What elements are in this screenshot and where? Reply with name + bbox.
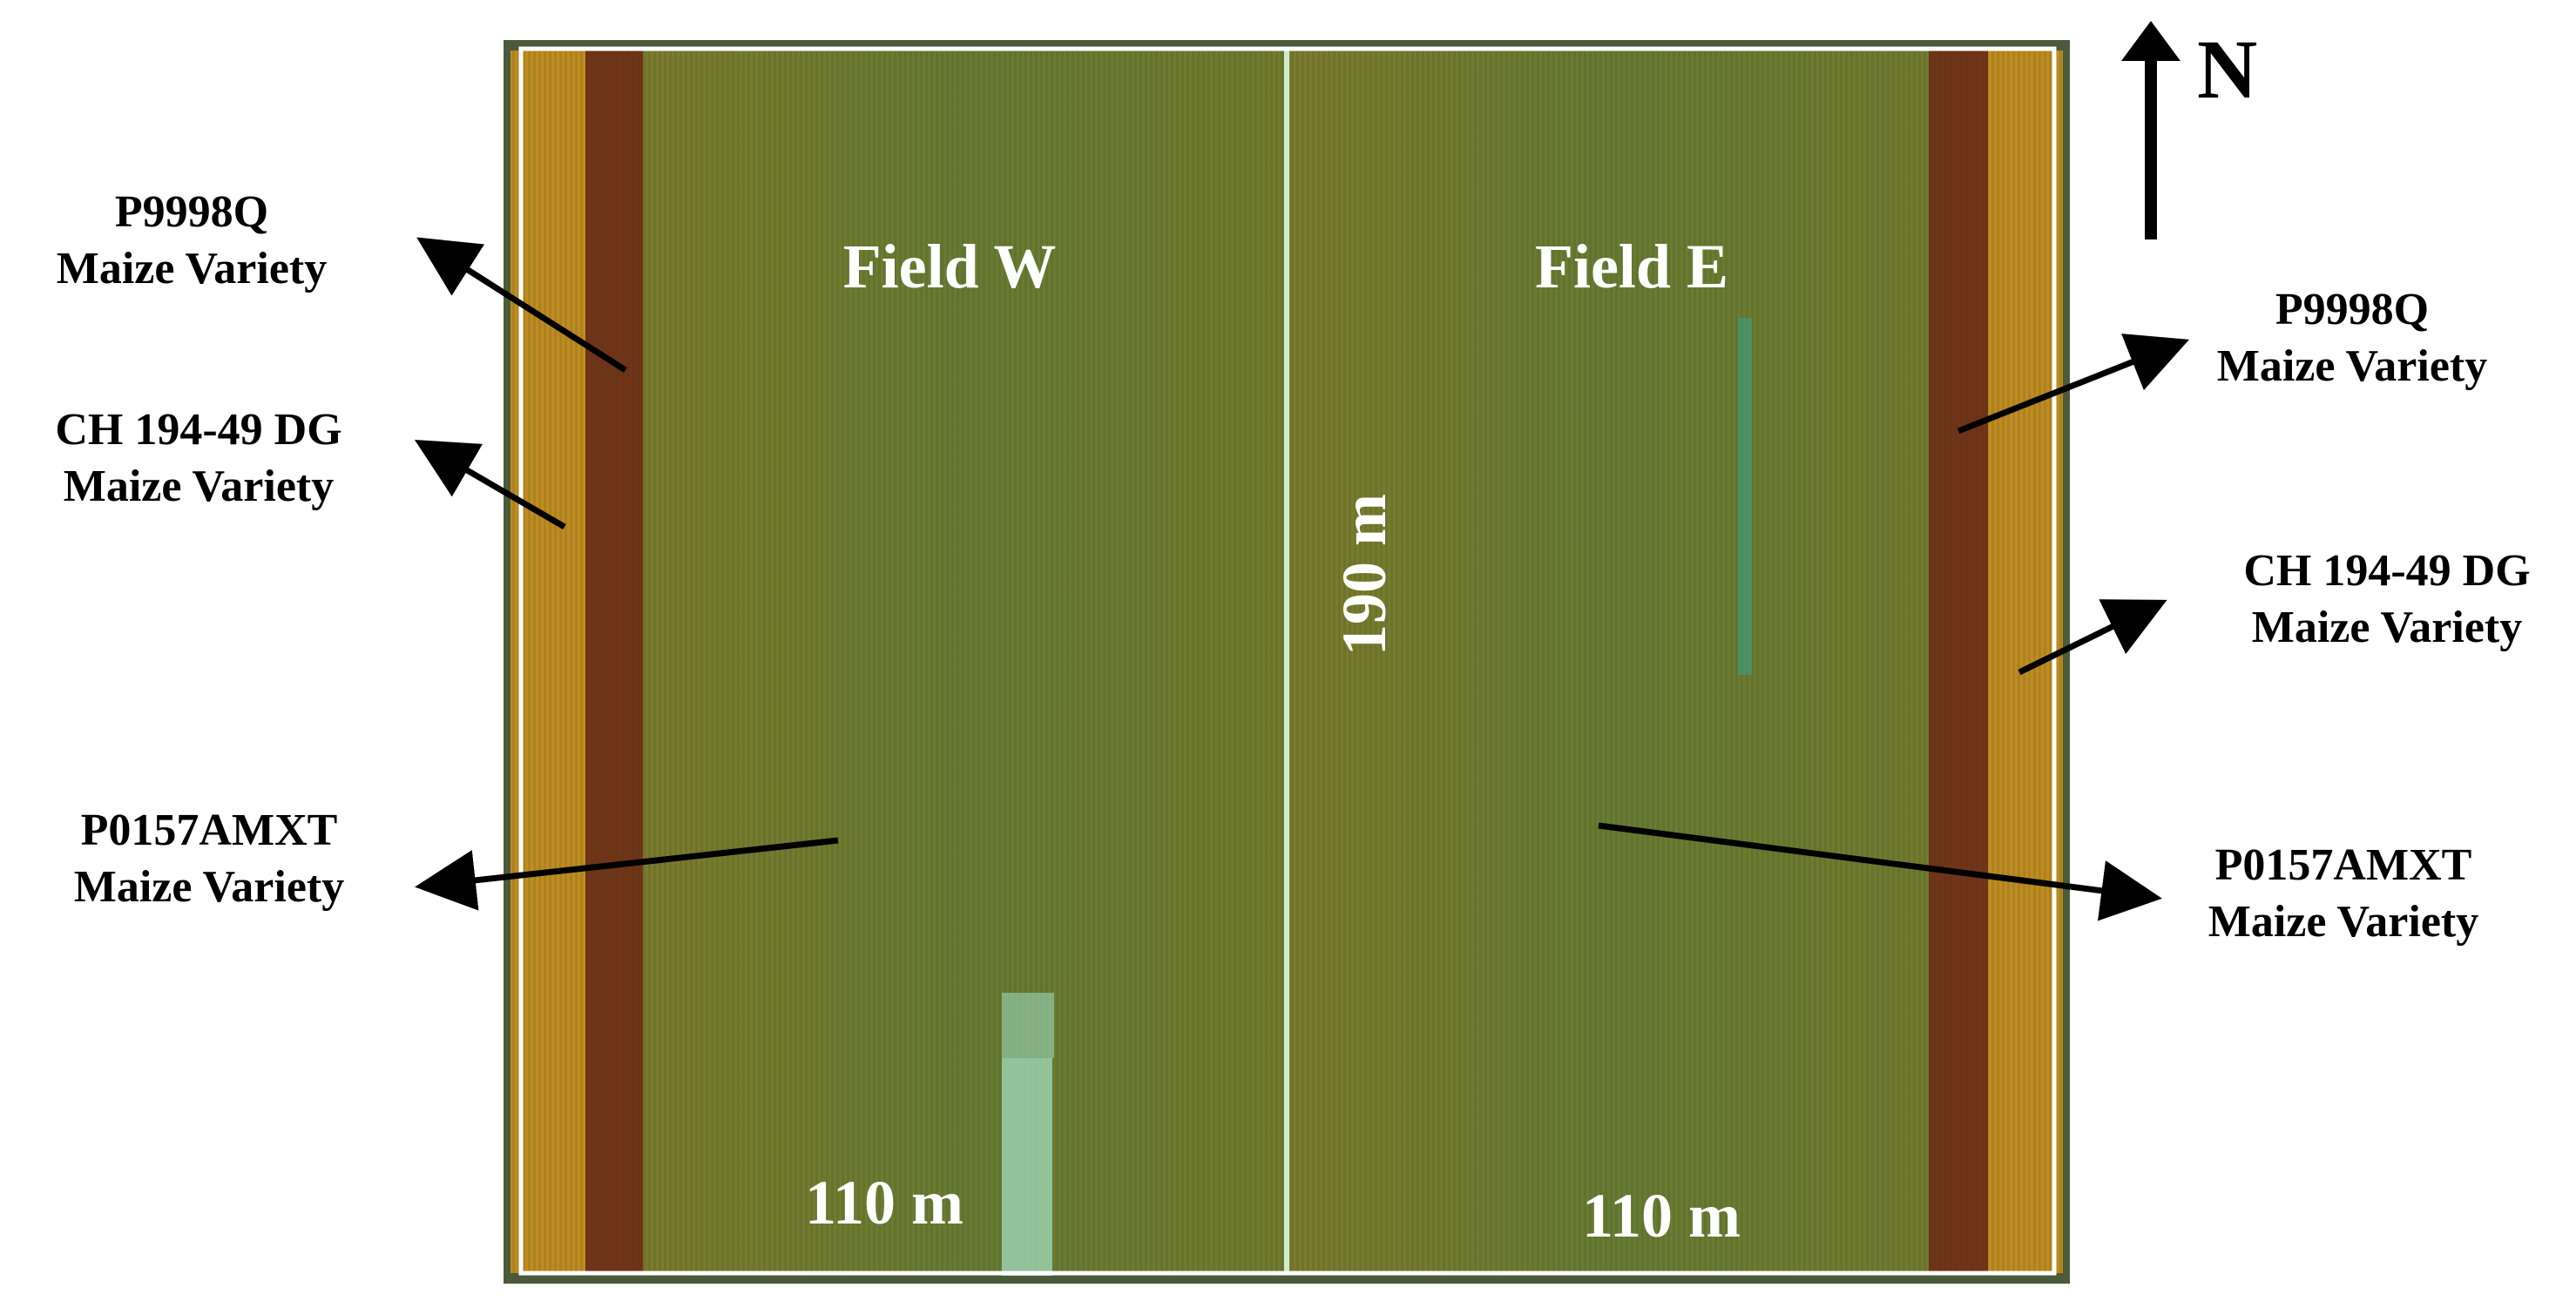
right-annotation-1-line2: Maize Variety: [2217, 341, 2487, 391]
field-divider: [1284, 51, 1289, 1273]
left-annotation-3-line2: Maize Variety: [74, 862, 344, 912]
right-annotation-3-arrow: [1598, 822, 2162, 921]
light-strip-east: [1738, 318, 1752, 675]
right-annotations: P9998Q Maize Variety CH 194-49 DG Maize …: [1598, 285, 2531, 947]
width-label-east: 110 m: [1582, 1181, 1741, 1251]
left-annotation-2-arrow: [414, 439, 566, 530]
left-annotation-1-arrow: [416, 237, 627, 373]
right-annotation-2-arrow: [2018, 599, 2167, 676]
north-arrow-icon: [2121, 21, 2180, 61]
right-annotation-2-line2: Maize Variety: [2252, 603, 2522, 652]
left-annotation-3-arrow: [415, 837, 839, 911]
light-strip-west: [1002, 1058, 1052, 1276]
field-boundary: [518, 46, 2057, 1276]
field-e-label: Field E: [1535, 232, 1728, 301]
north-arrow: N: [2121, 21, 2257, 239]
left-annotation-2-line1: CH 194-49 DG: [55, 405, 341, 455]
left-annotations: P9998Q Maize Variety CH 194-49 DG Maize …: [55, 187, 839, 912]
left-annotation-1-line1: P9998Q: [115, 187, 268, 237]
right-annotation-3-line2: Maize Variety: [2208, 897, 2478, 947]
right-annotation-3-line1: P0157AMXT: [2215, 840, 2472, 890]
right-annotation-1-arrow: [1957, 334, 2190, 435]
north-label: N: [2197, 23, 2257, 116]
left-annotation-2-line2: Maize Variety: [64, 462, 334, 511]
right-annotation-1-line1: P9998Q: [2275, 285, 2429, 334]
field-w-label: Field W: [843, 232, 1057, 301]
length-label: 190 m: [1329, 494, 1399, 656]
width-label-west: 110 m: [805, 1168, 963, 1237]
aerial-image: [504, 40, 2070, 1284]
left-annotation-3-line1: P0157AMXT: [81, 806, 338, 855]
left-annotation-1-line2: Maize Variety: [57, 244, 327, 293]
right-annotation-2-line1: CH 194-49 DG: [2243, 546, 2530, 596]
light-patch-west: [1002, 993, 1054, 1058]
